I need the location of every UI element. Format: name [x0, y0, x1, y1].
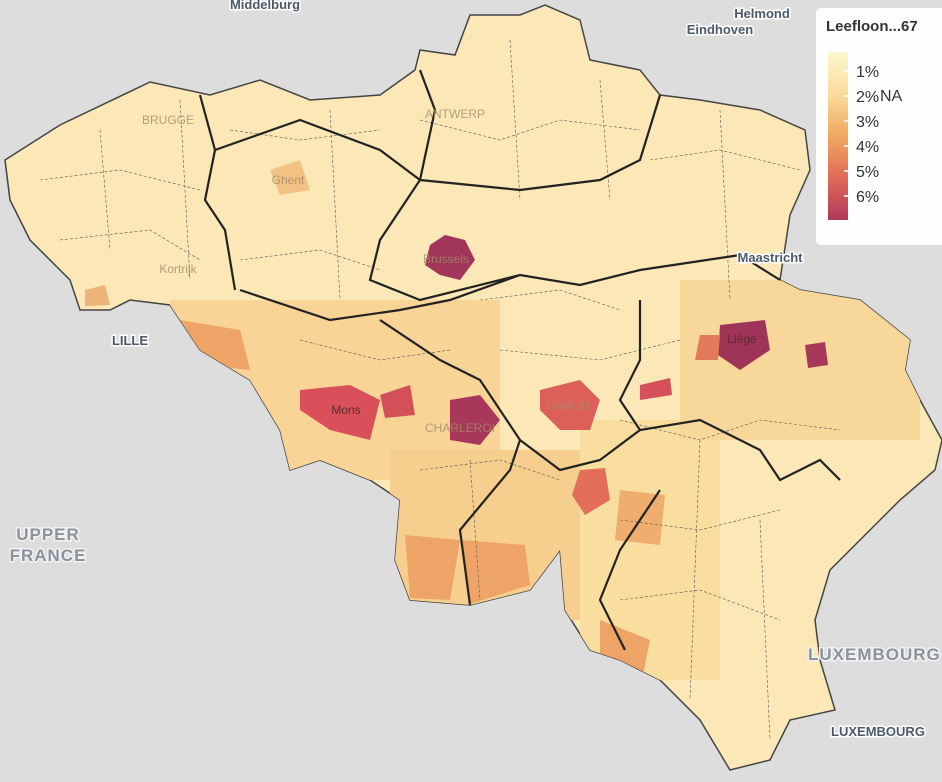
place-label: Brussels [423, 252, 469, 266]
place-label: LILLE [112, 333, 148, 348]
place-label: LUXEMBOURG [831, 724, 925, 739]
legend-tick-label: 3% [856, 114, 879, 131]
place-label: Kortrijk [159, 262, 197, 276]
place-label: Liège [727, 332, 757, 346]
place-label: CHARLEROI [425, 421, 495, 435]
legend-tick-label: 5% [856, 164, 879, 181]
legend-ticks: 1% 2% 3% 4% 5% 6% [844, 64, 879, 206]
place-label: FRANCE [10, 546, 87, 565]
place-label: LUXEMBOURG [808, 645, 941, 664]
place-label: Mons [331, 403, 360, 417]
legend: Leefloon...67 1% 2% 3% 4% 5% 6% NA [816, 8, 942, 245]
legend-tick-label: 2% [856, 89, 879, 106]
color-bar [828, 52, 848, 220]
municipality-borders [39, 39, 841, 741]
legend-na: NA [880, 88, 903, 105]
legend-tick-label: 1% [856, 64, 879, 81]
legend-tick-label: 6% [856, 189, 879, 206]
legend-title: Leefloon...67 [826, 18, 918, 35]
province-borders [198, 69, 841, 651]
place-label: UPPER [16, 525, 80, 544]
place-label: ANTWERP [425, 107, 485, 121]
place-label: Ghent [272, 173, 305, 187]
legend-tick-label: 4% [856, 139, 879, 156]
place-label: Maastricht [737, 250, 803, 265]
place-labels: Middelburg Helmond Eindhoven Maastricht … [8, 0, 941, 741]
place-label: BRUGGE [142, 113, 194, 127]
place-label: Middelburg [230, 0, 300, 12]
place-label: Helmond [734, 6, 790, 21]
place-label: Eindhoven [687, 22, 754, 37]
place-label: NAMUR [546, 399, 590, 413]
